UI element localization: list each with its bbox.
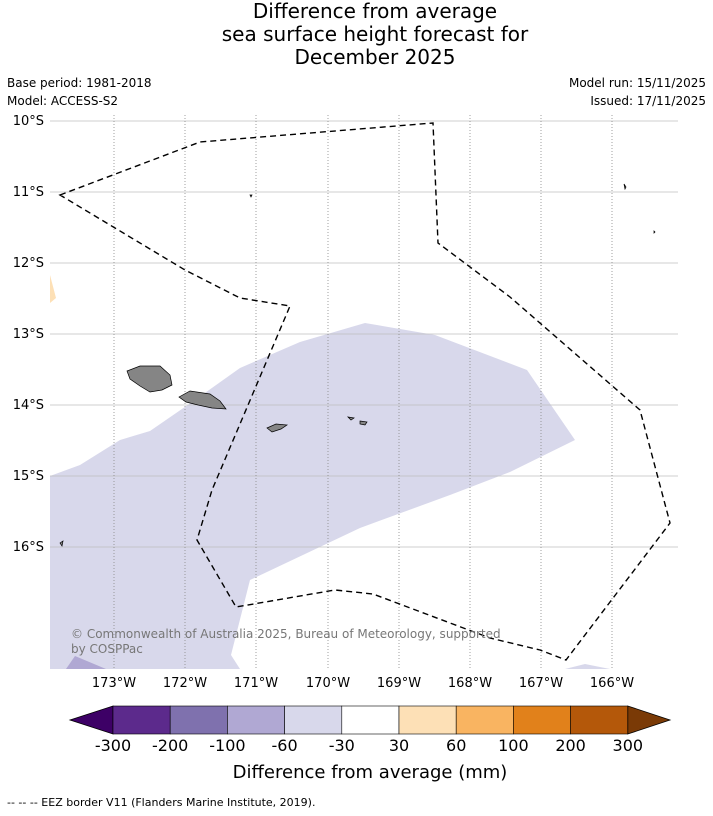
colorbar-bin-2 — [169, 705, 228, 735]
map-area — [50, 115, 678, 669]
colorbar-tick-1: -200 — [152, 736, 188, 755]
lon-label-171w: 171°W — [234, 676, 278, 691]
base-period: Base period: 1981-2018 — [7, 76, 152, 90]
island-west — [59, 540, 64, 547]
colorbar-tick-7: 100 — [498, 736, 529, 755]
lon-label-166w: 166°W — [590, 676, 634, 691]
lon-label-172w: 172°W — [163, 676, 207, 691]
copyright-line-1: © Commonwealth of Australia 2025, Bureau… — [71, 627, 501, 641]
colorbar-tick-6: 60 — [446, 736, 466, 755]
title-line-3: December 2025 — [294, 45, 456, 69]
lat-label-10s: 10°S — [13, 114, 44, 129]
lat-label-11s: 11°S — [13, 185, 44, 200]
lon-labels: 173°W 172°W 171°W 170°W 169°W 168°W 167°… — [92, 676, 634, 691]
lat-labels: 10°S 11°S 12°S 13°S 14°S 15°S 16°S — [13, 114, 44, 555]
lon-gridlines — [113, 115, 613, 669]
lon-label-168w: 168°W — [448, 676, 492, 691]
lon-label-170w: 170°W — [306, 676, 350, 691]
colorbar-tick-5: 30 — [389, 736, 409, 755]
copyright-line-2: by COSPPac — [71, 642, 143, 656]
anomaly-region-minus60 — [66, 656, 106, 669]
colorbar-tick-labels: -300 -200 -100 -60 -30 30 60 100 200 300 — [95, 736, 643, 755]
colorbar-bin-6 — [398, 705, 457, 735]
chart-title: Difference from average sea surface heig… — [0, 0, 713, 69]
eez-border — [58, 122, 671, 661]
lon-label-169w: 169°W — [377, 676, 421, 691]
island-tokelau-b — [653, 230, 656, 234]
lat-label-12s: 12°S — [13, 256, 44, 271]
colorbar-bin-8 — [513, 705, 571, 735]
meta-right: Model run: 15/11/2025 Issued: 17/11/2025 — [569, 74, 706, 110]
colorbar-tick-4: -30 — [329, 736, 355, 755]
colorbar-tick-0: -300 — [95, 736, 131, 755]
title-line-1: Difference from average — [252, 0, 498, 23]
lon-label-167w: 167°W — [519, 676, 563, 691]
island-tokelau-a — [623, 183, 627, 191]
lat-label-13s: 13°S — [13, 327, 44, 342]
colorbar-tick-3: -60 — [272, 736, 298, 755]
colorbar — [68, 705, 672, 735]
lat-label-16s: 16°S — [13, 540, 44, 555]
island-savaii — [126, 365, 173, 393]
island-ofu — [346, 416, 355, 421]
lat-label-15s: 15°S — [13, 469, 44, 484]
colorbar-bin-3 — [227, 705, 285, 735]
lat-gridlines — [50, 120, 678, 548]
colorbar-tick-8: 200 — [555, 736, 586, 755]
model-run: Model run: 15/11/2025 — [568, 76, 706, 90]
colorbar-bin-7 — [455, 705, 514, 735]
anomaly-region-bottom-right — [565, 664, 610, 669]
issued-date: Issued: 17/11/2025 — [590, 94, 706, 108]
title-line-2: sea surface height forecast for — [221, 22, 529, 46]
colorbar-label: Difference from average (mm) — [233, 762, 508, 783]
islands — [59, 183, 656, 547]
island-tau — [359, 420, 368, 426]
island-swains — [249, 194, 253, 198]
eez-legend: -- -- -- EEZ border V11 (Flanders Marine… — [7, 796, 316, 809]
colorbar-tick-9: 300 — [613, 736, 644, 755]
model-name: Model: ACCESS-S2 — [7, 94, 119, 108]
anomaly-region-minus30 — [50, 323, 575, 669]
colorbar-extend-high — [627, 705, 672, 735]
island-upolu — [178, 390, 227, 410]
colorbar-bin-4 — [284, 705, 343, 735]
colorbar-bin-5 — [341, 705, 400, 735]
colorbar-bin-9 — [570, 705, 629, 735]
lon-label-173w: 173°W — [92, 676, 136, 691]
colorbar-extend-low — [68, 705, 114, 735]
island-tutuila — [266, 423, 289, 433]
colorbar-bin-1 — [112, 705, 171, 735]
lat-label-14s: 14°S — [13, 398, 44, 413]
meta-left: Base period: 1981-2018 Model: ACCESS-S2 — [7, 74, 152, 110]
colorbar-tick-2: -100 — [209, 736, 245, 755]
anomaly-region-positive — [50, 275, 56, 303]
